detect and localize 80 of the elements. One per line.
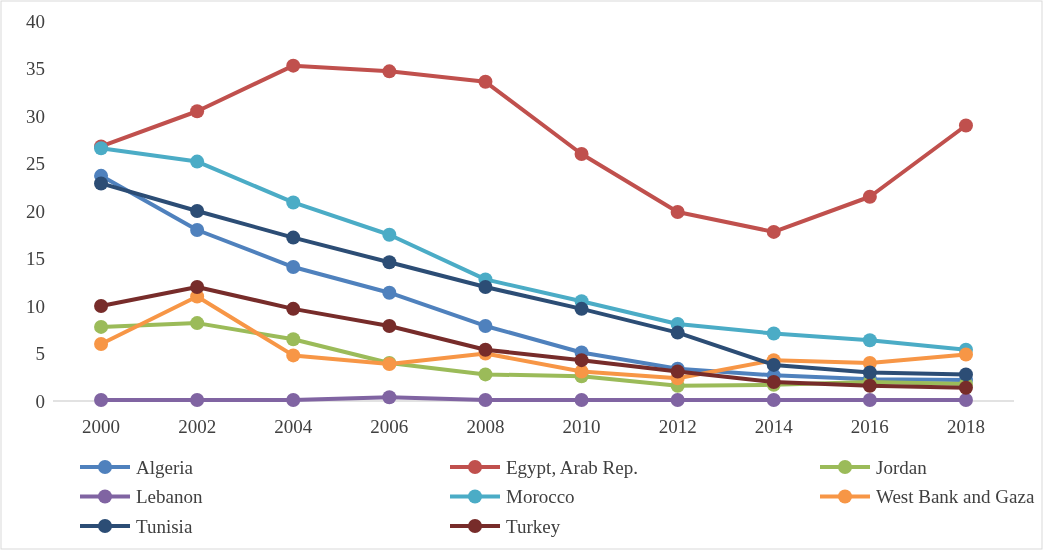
- y-tick-label: 0: [35, 390, 45, 412]
- point: [574, 353, 589, 368]
- point: [574, 147, 589, 161]
- x-tick-label: 2018: [946, 416, 985, 437]
- x-tick-label: 2000: [82, 416, 121, 437]
- y-tick-label: 5: [35, 343, 45, 365]
- point: [190, 393, 205, 408]
- point: [862, 365, 877, 380]
- point: [286, 195, 301, 210]
- point: [286, 230, 301, 245]
- point: [286, 348, 301, 363]
- point: [862, 333, 877, 348]
- point: [766, 326, 781, 341]
- point: [286, 393, 301, 408]
- point: [766, 393, 781, 408]
- y-tick-label: 35: [26, 58, 45, 80]
- point: [190, 154, 205, 169]
- y-tick-label: 25: [26, 153, 45, 175]
- y-tick-label: 30: [26, 105, 45, 127]
- point: [862, 378, 877, 393]
- x-tick-label: 2006: [370, 416, 409, 437]
- point: [94, 393, 109, 408]
- point: [286, 301, 301, 316]
- point: [670, 325, 685, 340]
- legend-label: Tunisia: [136, 515, 193, 537]
- point: [190, 316, 205, 331]
- x-tick-label: 2010: [562, 416, 601, 437]
- legend-label: Turkey: [506, 515, 561, 537]
- point: [478, 342, 493, 357]
- point: [382, 390, 397, 405]
- point: [958, 393, 973, 408]
- point: [478, 280, 493, 294]
- legend-label: West Bank and Gaza: [876, 486, 1035, 508]
- point: [862, 393, 877, 408]
- y-tick-label: 40: [26, 10, 45, 32]
- legend-label: Jordan: [876, 456, 928, 478]
- x-tick-label: 2008: [466, 416, 505, 437]
- legend-label: Lebanon: [136, 486, 203, 508]
- point: [478, 318, 493, 333]
- point: [670, 204, 685, 219]
- y-tick-label: 20: [26, 200, 45, 222]
- point: [958, 118, 973, 133]
- point: [766, 224, 781, 239]
- point: [766, 357, 781, 372]
- point: [190, 223, 205, 237]
- x-tick-label: 2012: [658, 416, 697, 437]
- point: [958, 367, 973, 382]
- point: [670, 393, 685, 408]
- point: [190, 104, 205, 119]
- point: [478, 393, 493, 408]
- y-tick-label: 10: [26, 295, 45, 317]
- x-tick-label: 2004: [274, 416, 313, 437]
- point: [382, 227, 397, 242]
- point: [286, 58, 301, 73]
- point: [190, 280, 205, 294]
- point: [478, 367, 493, 382]
- point: [958, 347, 973, 362]
- x-tick-label: 2014: [754, 416, 794, 437]
- y-tick-label: 15: [26, 248, 45, 270]
- point: [862, 189, 877, 204]
- point: [286, 332, 301, 347]
- point: [94, 299, 109, 313]
- legend-label: Algeria: [136, 456, 194, 478]
- point: [94, 337, 109, 351]
- legend-label: Egypt, Arab Rep.: [506, 456, 638, 478]
- point: [382, 318, 397, 333]
- point: [382, 64, 397, 79]
- point: [382, 285, 397, 300]
- point: [190, 204, 205, 218]
- point: [286, 260, 301, 275]
- point: [382, 255, 397, 270]
- point: [958, 380, 973, 395]
- x-tick-label: 2002: [178, 416, 217, 437]
- point: [574, 393, 589, 408]
- point: [574, 301, 589, 316]
- point: [478, 74, 493, 89]
- legend-label: Morocco: [506, 486, 575, 508]
- x-tick-label: 2016: [850, 416, 889, 437]
- point: [94, 176, 109, 191]
- point: [94, 319, 109, 334]
